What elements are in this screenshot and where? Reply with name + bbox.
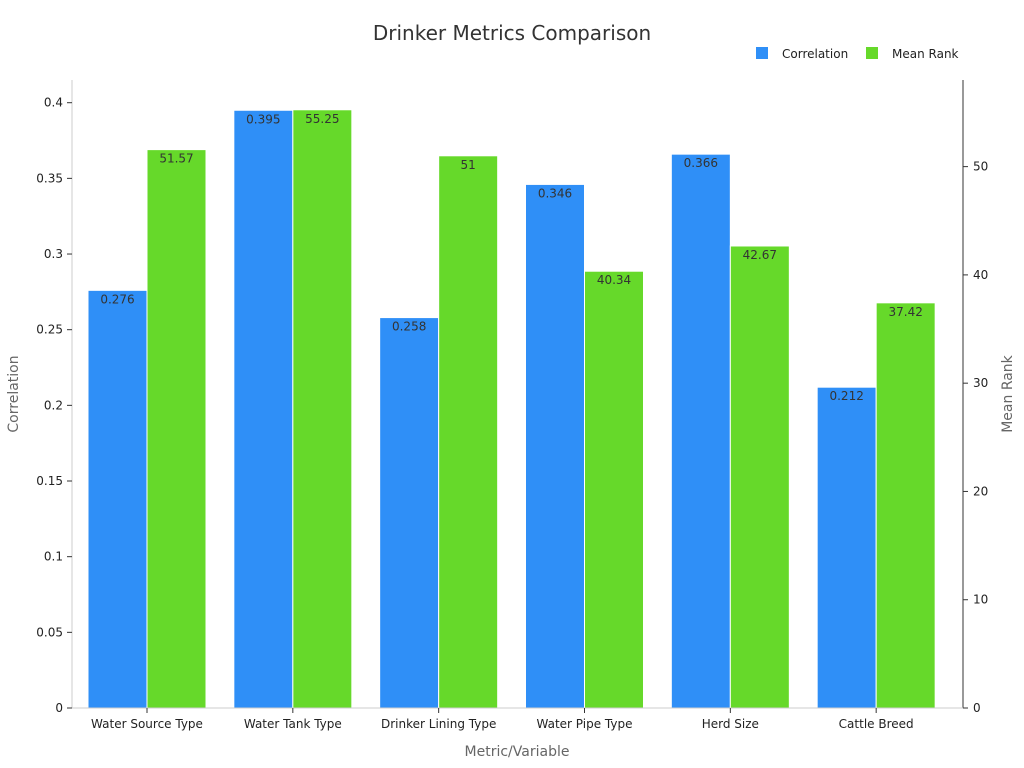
data-label-mean-rank-5: 37.42 [888,305,922,319]
y-right-tick-label-0: 0 [973,701,981,715]
legend-label-mean-rank: Mean Rank [892,47,959,61]
y-right-tick-label-4: 40 [973,268,988,282]
data-label-mean-rank-1: 55.25 [305,112,339,126]
data-label-correlation-0: 0.276 [100,292,134,306]
bar-correlation-0 [87,289,148,709]
y-right-tick-label-1: 10 [973,593,988,607]
data-label-mean-rank-2: 51 [461,158,476,172]
bars [87,109,936,709]
y-right-tick-label-5: 50 [973,160,988,174]
y-right-tick-label-3: 30 [973,376,988,390]
legend: Correlation Mean Rank [756,47,959,61]
y-left-tick-label-5: 0.25 [36,323,63,337]
x-tick-label-2: Drinker Lining Type [381,717,496,731]
y-left-tick-label-6: 0.3 [44,247,63,261]
x-tick-label-3: Water Pipe Type [537,717,633,731]
y-left-tick-label-1: 0.05 [36,625,63,639]
y-left-tick-label-7: 0.35 [36,171,63,185]
y-left-tick-label-0: 0 [55,701,63,715]
x-tick-label-5: Cattle Breed [839,717,914,731]
data-label-correlation-2: 0.258 [392,320,426,334]
data-label-mean-rank-3: 40.34 [597,273,631,287]
bar-mean-rank-3 [584,270,644,709]
bar-correlation-3 [525,183,585,709]
data-label-correlation-1: 0.395 [246,112,280,126]
data-label-correlation-5: 0.212 [829,389,863,403]
right-axis: 0 10 20 30 40 50 [962,80,988,715]
x-tick-label-1: Water Tank Type [244,717,342,731]
bar-mean-rank-1 [292,109,353,709]
y-left-tick-label-8: 0.4 [44,96,63,110]
bar-correlation-2 [379,317,440,709]
x-tick-label-4: Herd Size [702,717,759,731]
bar-correlation-4 [670,153,731,709]
x-axis: Water Source Type Water Tank Type Drinker … [72,707,963,731]
y-left-tick-label-3: 0.15 [36,474,63,488]
data-label-mean-rank-0: 51.57 [159,152,193,166]
bar-labels: 0.276 51.57 0.395 55.25 0.258 51 0.346 40.34 0.3… [100,112,923,403]
x-axis-title: Metric/Variable [465,744,570,760]
y-axis-right-title: Mean Rank [1000,354,1016,432]
bar-mean-rank-2 [438,155,499,709]
chart-title: Drinker Metrics Comparison [373,21,651,45]
legend-label-correlation: Correlation [782,47,848,61]
left-axis: 0 0.05 0.1 0.15 0.2 0.25 0.3 0.35 0.4 [36,80,73,715]
y-axis-left-title: Correlation [6,355,22,432]
y-right-tick-label-2: 20 [973,484,988,498]
legend-swatch-mean-rank [866,47,878,59]
data-label-mean-rank-4: 42.67 [743,248,777,262]
data-label-correlation-3: 0.346 [538,186,572,200]
bar-mean-rank-5 [875,302,936,709]
bar-correlation-5 [816,386,877,709]
bar-correlation-1 [233,109,294,709]
bar-mean-rank-4 [729,245,790,709]
x-tick-label-0: Water Source Type [91,717,203,731]
data-label-correlation-4: 0.366 [684,156,718,170]
bar-mean-rank-0 [146,149,207,709]
y-left-tick-label-4: 0.2 [44,398,63,412]
legend-swatch-correlation [756,47,768,59]
y-left-tick-label-2: 0.1 [44,550,63,564]
